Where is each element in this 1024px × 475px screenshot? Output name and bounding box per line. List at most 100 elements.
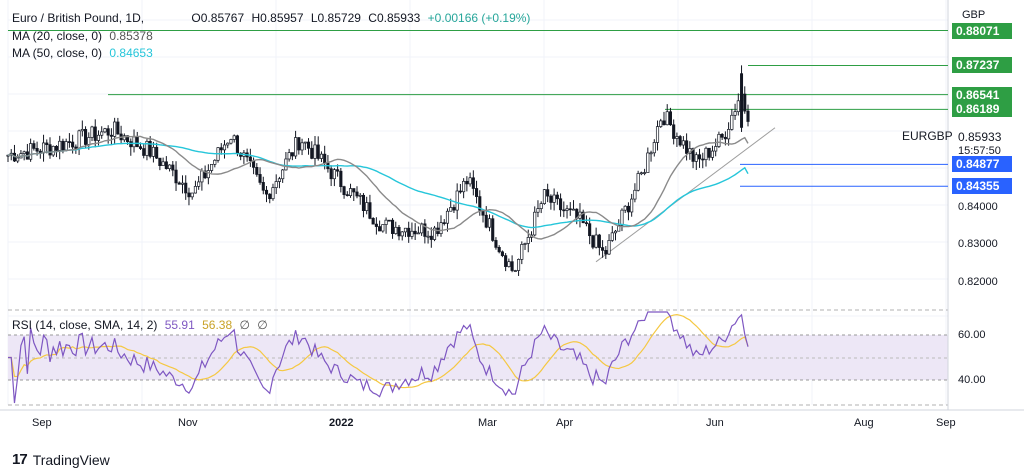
candle-body [77,130,81,149]
candle-body [345,194,349,197]
candle-body [313,144,317,159]
time-label-jun: Jun [706,417,724,429]
candle-body [500,251,504,256]
level-tag[interactable]: 0.87237 [952,57,1012,74]
level-tag[interactable]: 0.84355 [952,178,1012,195]
candle-body [29,143,33,160]
rsi-legend[interactable]: RSI (14, close, SMA, 14, 2) 55.91 56.38 … [12,318,272,332]
candle-body [484,214,488,228]
candle-body [400,231,404,237]
candle-body [138,146,143,149]
candle-body [555,194,559,200]
candle-body [281,169,285,180]
candle-body [643,172,647,174]
candle-body [639,172,643,175]
candle-body [462,180,466,193]
ma50-legend[interactable]: MA (50, close, 0) 0.84653 [12,46,157,60]
candle-body [439,222,443,234]
candle-body [284,158,288,171]
candle-body [190,192,194,198]
candle-body [568,208,572,211]
candle-body [390,219,395,234]
candle-body [733,111,737,116]
chart-grid [7,0,948,405]
candle-body [116,121,120,135]
price-tick-1: 0.84000 [958,201,998,213]
currency-label: GBP [962,9,986,21]
candle-body [271,187,275,200]
candle-body [584,222,588,225]
candle-body [145,140,149,156]
ohlc-close: C0.85933 [368,11,421,25]
candle-body [361,194,366,211]
candle-body [332,169,336,180]
candle-body [213,159,217,165]
candle-body [594,234,598,248]
candle-body [507,261,511,267]
symbol-axis-label: EURGBP [902,129,953,143]
candle-body [48,144,52,156]
brand-name: TradingView [32,451,110,468]
candle-body [51,145,55,156]
symbol-header[interactable]: Euro / British Pound, 1D, O0.85767 H0.85… [12,11,534,25]
candle-body [297,137,301,151]
candle-body [646,152,650,173]
candle-body [410,230,414,237]
candle-body [630,198,634,213]
candle-body [290,152,294,157]
symbol-title[interactable]: Euro / British Pound, 1D, [12,11,145,25]
candle-body [287,152,291,160]
level-tag[interactable]: 0.84877 [952,156,1012,173]
candle-body [64,141,68,151]
candle-body [468,177,472,185]
candle-body [655,126,660,143]
candle-body [174,169,178,184]
candle-body [129,141,133,148]
rsi-tick-60: 60.00 [958,329,986,341]
ma50-line [7,142,749,229]
level-tag[interactable]: 0.86189 [952,101,1012,118]
candle-body [84,129,88,145]
candle-body [546,189,550,197]
candle-body [142,148,146,156]
candle-body [35,148,39,152]
rsi-ma-value: 56.38 [202,318,233,332]
candle-body [675,136,679,139]
candle-body [710,150,715,158]
candle-body [348,188,353,197]
candle-body [200,170,204,183]
candle-body [416,232,420,235]
time-label-sep: Sep [32,417,52,429]
candle-body [210,163,214,171]
candle-body [442,222,446,225]
candle-body [746,110,750,122]
candle-body [449,207,453,212]
candle-body [701,158,705,161]
candle-body [607,240,611,255]
level-tag[interactable]: 0.88071 [952,22,1012,39]
candle-body [613,230,618,234]
candle-body [665,111,669,126]
candle-body [458,190,462,193]
candle-body [255,167,259,175]
candle-body [248,156,252,162]
candle-body [342,186,346,195]
candle-body [604,250,608,255]
candle-body [487,218,492,228]
candle-body [184,182,188,194]
rsi-line [8,311,749,404]
ma20-legend[interactable]: MA (20, close, 0) 0.85378 [12,29,157,43]
candle-body [148,140,152,157]
candle-body [717,133,721,147]
candle-body [126,135,130,142]
candle-body [358,194,362,197]
level-tag[interactable]: 0.86541 [952,86,1012,103]
candle-body [494,240,498,248]
candle-body [151,146,155,157]
candle-body [513,270,517,272]
footer[interactable]: 17 TradingView [12,451,110,468]
candle-body [258,174,262,183]
candle-body [180,182,185,185]
candle-body [58,140,62,151]
